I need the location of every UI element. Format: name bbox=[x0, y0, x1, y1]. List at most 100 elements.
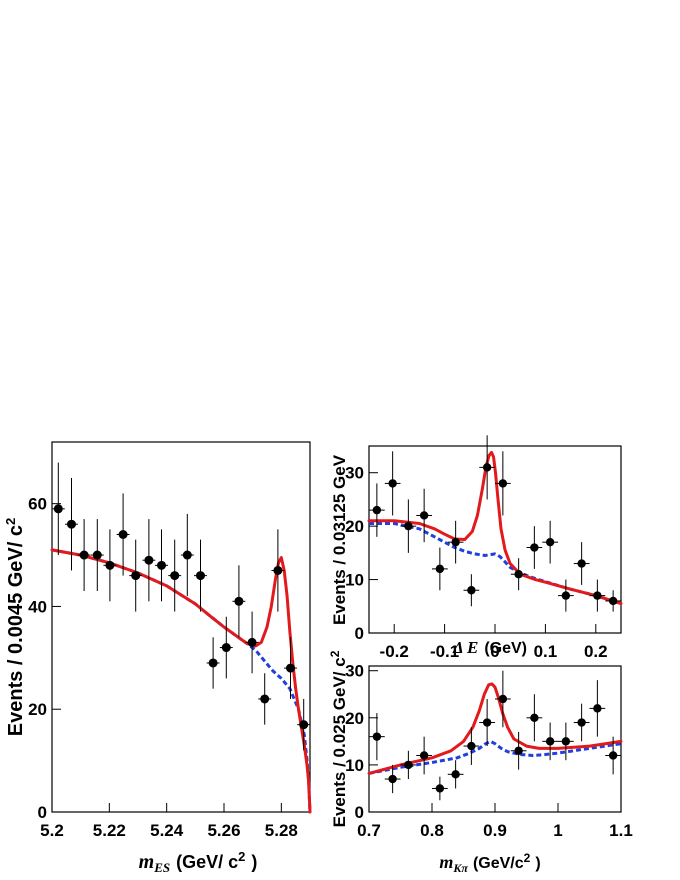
mkpi-x-axis-title: mKπ (GeV/c2) bbox=[439, 851, 540, 875]
mes-data-point bbox=[129, 539, 143, 612]
delta-e-data-point bbox=[432, 547, 448, 591]
delta-e-y-tick-label: 10 bbox=[345, 571, 364, 590]
mkpi-data-point bbox=[416, 736, 432, 775]
mes-data-marker bbox=[92, 550, 102, 560]
mkpi-data-point bbox=[526, 694, 543, 742]
delta-e-data-point bbox=[384, 451, 401, 516]
delta-e-data-marker bbox=[577, 559, 586, 568]
delta-e-x-axis-title: Δ E (GeV) bbox=[452, 638, 527, 657]
mes-data-point bbox=[168, 539, 182, 612]
delta-e-data-point bbox=[589, 579, 606, 612]
mes-data-point bbox=[142, 519, 156, 602]
mes-y-tick-label: 40 bbox=[28, 597, 47, 616]
mes-data-marker bbox=[221, 643, 231, 653]
delta-e-data-point bbox=[463, 574, 480, 607]
mkpi-data-point bbox=[479, 698, 495, 747]
mes-fit-curves bbox=[50, 548, 312, 814]
mkpi-data-point bbox=[510, 731, 527, 770]
delta-e-data-point bbox=[447, 520, 464, 564]
delta-e-x-tick-label: 0.2 bbox=[584, 642, 608, 661]
delta-e-data-point bbox=[573, 542, 590, 585]
delta-e-data-marker bbox=[451, 537, 460, 547]
mes-data-marker bbox=[260, 694, 270, 704]
mes-total-fit-curve bbox=[50, 548, 312, 814]
mkpi-x-tick-label: 1.1 bbox=[609, 821, 633, 840]
mkpi-data-marker bbox=[451, 770, 460, 779]
mkpi-data-marker bbox=[404, 760, 413, 770]
mes-data-point bbox=[90, 519, 104, 592]
mes-data-point bbox=[284, 637, 297, 699]
mes-data-point bbox=[206, 637, 220, 689]
mes-data-marker bbox=[182, 550, 192, 560]
delta-e-y-axis-title: Events / 0.03125 GeV bbox=[330, 454, 349, 625]
mes-data-point bbox=[258, 673, 272, 725]
mkpi-data-marker bbox=[514, 746, 523, 755]
mes-background-curve bbox=[51, 548, 312, 813]
delta-e-x-tick-label: 0.1 bbox=[534, 642, 558, 661]
mkpi-x-tick-label: 0.9 bbox=[483, 821, 507, 840]
delta-e-x-tick-label: -0.1 bbox=[430, 642, 459, 661]
delta-e-data-marker bbox=[498, 479, 508, 488]
delta-e-data-point bbox=[479, 435, 495, 500]
mkpi-data-point bbox=[369, 713, 385, 761]
mkpi-data-point bbox=[573, 703, 590, 742]
delta-e-data-marker bbox=[419, 511, 429, 520]
mkpi-data-point bbox=[447, 760, 464, 789]
delta-e-data-marker bbox=[372, 505, 382, 515]
mes-y-tick-label: 20 bbox=[28, 700, 47, 719]
mes-data-marker bbox=[273, 565, 283, 575]
mkpi-data-marker bbox=[608, 751, 618, 760]
delta-e-total-fit-curve bbox=[367, 450, 623, 606]
delta-e-data-point bbox=[526, 526, 543, 569]
delta-e-data-point bbox=[605, 590, 621, 612]
mes-data-point bbox=[245, 611, 259, 674]
mes-data-marker bbox=[157, 560, 167, 570]
mes-data-marker bbox=[118, 530, 128, 539]
mes-data-marker bbox=[53, 504, 63, 514]
delta-e-data-marker bbox=[593, 591, 602, 600]
delta-e-data-points bbox=[369, 435, 621, 612]
mes-data-marker bbox=[247, 637, 257, 647]
delta-e-data-marker bbox=[561, 591, 571, 600]
mes-panel: 5.2 5.22 5.24 5.26 5.28 0 20 40 60 Events / 0.00… bbox=[3, 441, 312, 875]
mes-y-axis-title: Events / 0.0045 GeV/ c2 bbox=[3, 518, 27, 736]
delta-e-data-marker bbox=[404, 521, 413, 531]
mes-data-point bbox=[155, 529, 168, 602]
delta-e-x-tick-label: -0.2 bbox=[380, 642, 409, 661]
delta-e-data-point bbox=[400, 499, 417, 553]
mkpi-data-point bbox=[589, 680, 606, 737]
mes-data-point bbox=[180, 513, 194, 597]
mkpi-data-marker bbox=[545, 737, 555, 746]
delta-e-y-tick-label: 0 bbox=[355, 624, 364, 643]
mes-data-marker bbox=[286, 663, 296, 673]
mes-data-point bbox=[194, 539, 207, 612]
delta-e-data-point bbox=[558, 579, 574, 612]
mkpi-data-marker bbox=[419, 751, 429, 760]
delta-e-data-point bbox=[542, 520, 558, 564]
delta-e-y-tick-label: 30 bbox=[345, 464, 364, 483]
mes-y-tick-label: 0 bbox=[38, 803, 47, 822]
delta-e-data-marker bbox=[545, 537, 555, 547]
mes-data-point bbox=[103, 529, 117, 602]
mkpi-x-tick-label: 0.7 bbox=[357, 821, 381, 840]
mes-data-point bbox=[271, 529, 285, 612]
delta-e-data-point bbox=[510, 558, 527, 591]
mkpi-data-marker bbox=[388, 774, 397, 784]
delta-e-x-tick-label: 0 bbox=[490, 642, 499, 661]
mkpi-y-tick-label: 0 bbox=[355, 803, 364, 822]
delta-e-data-point bbox=[495, 451, 511, 516]
delta-e-data-point bbox=[369, 483, 385, 537]
mkpi-axis-ticks: 0.7 0.8 0.9 1 1.1 0 10 20 30 bbox=[345, 662, 633, 840]
mes-data-point bbox=[116, 493, 130, 576]
mes-data-points bbox=[51, 462, 311, 751]
mkpi-data-point bbox=[384, 764, 401, 794]
mes-plot-frame bbox=[51, 441, 311, 813]
mes-x-tick-label: 5.26 bbox=[207, 821, 240, 840]
mes-data-marker bbox=[79, 550, 89, 560]
mkpi-data-marker bbox=[498, 694, 508, 704]
mes-data-point bbox=[219, 616, 233, 679]
mes-data-point bbox=[77, 519, 91, 592]
delta-e-data-point bbox=[416, 488, 432, 543]
mes-data-marker bbox=[195, 571, 205, 581]
